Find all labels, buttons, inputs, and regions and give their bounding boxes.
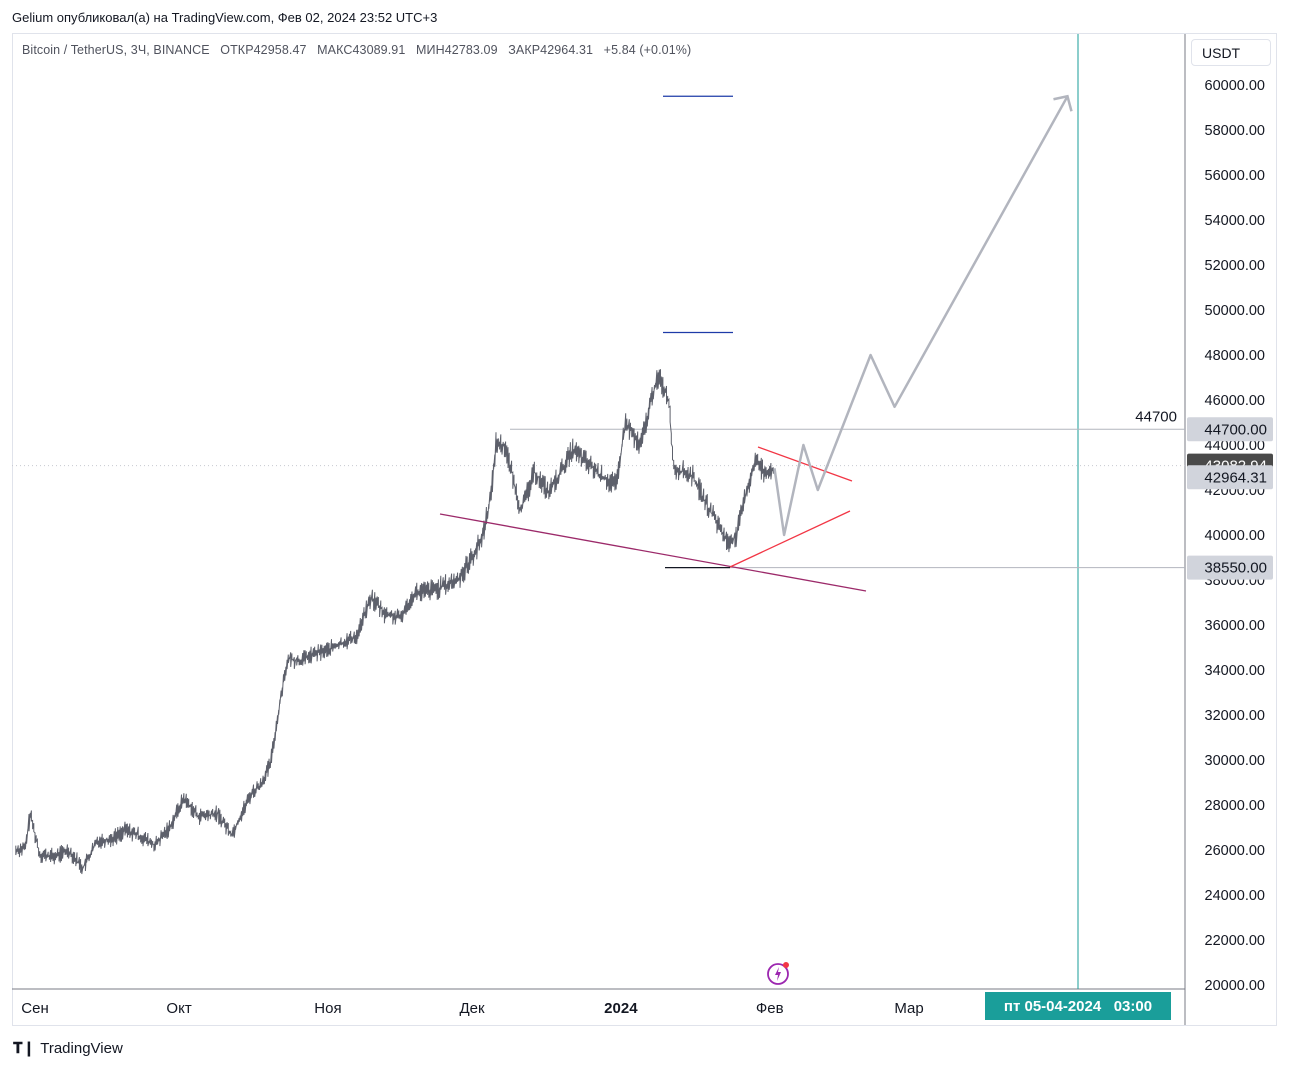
tradingview-mark-icon: 𝐓❙: [13, 1040, 36, 1057]
projection-arrowhead: [1053, 94, 1073, 112]
publish-line: Gelium опубликовал(а) на TradingView.com…: [12, 10, 438, 25]
y-tick-label: 34000.00: [1205, 663, 1265, 679]
y-tick-label: 56000.00: [1205, 168, 1265, 184]
y-tick-label: 52000.00: [1205, 258, 1265, 274]
y-tick-label: 30000.00: [1205, 753, 1265, 769]
y-tick-label: 40000.00: [1205, 528, 1265, 544]
legend-close: ЗАКР42964.31: [508, 43, 594, 57]
resistance-price-tag-bg: [1187, 417, 1273, 442]
y-tick-label: 24000.00: [1205, 888, 1265, 904]
y-tick-label: 48000.00: [1205, 348, 1265, 364]
y-tick-label: 32000.00: [1205, 708, 1265, 724]
currency-button[interactable]: USDT: [1191, 39, 1271, 66]
tradingview-logo[interactable]: 𝐓❙ TradingView: [13, 1039, 123, 1058]
x-tick-label: Фев: [756, 1000, 784, 1017]
x-tick-label: 2024: [604, 1000, 638, 1017]
x-tick-label: Окт: [166, 1000, 191, 1017]
chart-frame: [12, 33, 1277, 1026]
projection-path: [773, 95, 1069, 537]
resistance-label: 44700: [1135, 408, 1177, 425]
support-price-tag-bg: [1187, 555, 1273, 580]
lightning-icon[interactable]: [766, 960, 792, 986]
crosshair-date-label: пт 05-04-2024 03:00: [985, 992, 1171, 1020]
x-tick-label: Сен: [21, 1000, 48, 1017]
close-price-tag-bg: [1187, 465, 1273, 490]
resistance-price-tag: 44700.00: [1204, 421, 1267, 438]
close-price-tag: 42964.31: [1204, 469, 1267, 486]
symbol-legend: Bitcoin / TetherUS, 3Ч, BINANCE ОТКР4295…: [22, 43, 698, 57]
support-trendline: [439, 513, 867, 592]
y-tick-label: 28000.00: [1205, 798, 1265, 814]
x-tick-label: Мар: [894, 1000, 923, 1017]
y-tick-label: 36000.00: [1205, 618, 1265, 634]
y-tick-label: 22000.00: [1205, 933, 1265, 949]
y-tick-label: 46000.00: [1205, 393, 1265, 409]
y-tick-label: 54000.00: [1205, 213, 1265, 229]
triangle-lower-line: [729, 510, 851, 568]
legend-high: МАКС43089.91: [317, 43, 406, 57]
price-series-line: [15, 369, 774, 875]
legend-change: +5.84 (+0.01%): [603, 43, 692, 57]
legend-open: ОТКР42958.47: [220, 43, 307, 57]
legend-symbol: Bitcoin / TetherUS, 3Ч, BINANCE: [22, 43, 210, 57]
y-tick-label: 20000.00: [1205, 978, 1265, 994]
y-tick-label: 58000.00: [1205, 123, 1265, 139]
y-tick-label: 44000.00: [1205, 438, 1265, 454]
y-tick-label: 60000.00: [1205, 78, 1265, 94]
x-tick-label: Дек: [459, 1000, 485, 1017]
y-tick-label: 26000.00: [1205, 843, 1265, 859]
y-tick-label: 50000.00: [1205, 303, 1265, 319]
brand-name: TradingView: [40, 1039, 123, 1057]
legend-low: МИН42783.09: [416, 43, 498, 57]
support-price-tag: 38550.00: [1204, 560, 1267, 577]
x-tick-label: Ноя: [314, 1000, 341, 1017]
triangle-upper-line: [757, 446, 853, 482]
